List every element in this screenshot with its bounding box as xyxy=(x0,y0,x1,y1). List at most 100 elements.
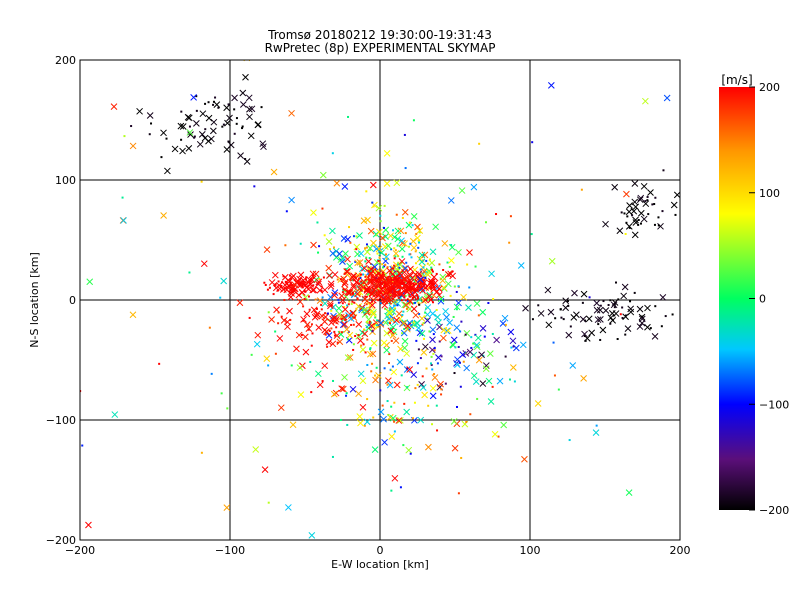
point-dot xyxy=(291,284,294,287)
point-dot xyxy=(221,125,224,128)
point-dot xyxy=(413,288,416,291)
point-dot xyxy=(616,338,619,341)
point-cross xyxy=(470,183,478,191)
point-dot xyxy=(567,304,570,307)
point-cross xyxy=(626,202,633,209)
point-dot xyxy=(332,379,335,382)
point-dot xyxy=(559,308,562,311)
point-dot xyxy=(633,291,636,294)
point-cross xyxy=(318,312,326,320)
point-dot xyxy=(391,365,394,368)
colorbar-tick-label: 100 xyxy=(759,187,780,200)
point-dot xyxy=(432,333,435,336)
point-cross xyxy=(339,321,347,329)
point-dot xyxy=(483,335,486,338)
point-cross xyxy=(346,354,354,361)
point-cross xyxy=(441,240,449,247)
colorbar-ticks: −200 −100 0 100 200 xyxy=(749,81,789,517)
point-cross xyxy=(310,306,318,314)
point-cross xyxy=(302,294,309,301)
point-dot xyxy=(464,333,467,336)
point-cross xyxy=(316,297,324,304)
point-cross xyxy=(220,277,228,285)
point-cross xyxy=(286,307,293,315)
point-cross xyxy=(545,321,553,329)
point-cross xyxy=(383,150,391,157)
point-dot xyxy=(436,429,439,432)
point-cross xyxy=(375,245,383,253)
point-dot xyxy=(366,398,369,401)
point-cross xyxy=(309,270,317,278)
point-dot xyxy=(431,423,434,426)
point-cross xyxy=(377,320,385,328)
point-dot xyxy=(337,298,340,301)
point-dot xyxy=(362,282,365,285)
point-cross xyxy=(420,349,428,356)
point-cross xyxy=(386,381,394,389)
point-cross xyxy=(375,204,383,212)
point-dot xyxy=(716,595,718,597)
point-cross xyxy=(534,400,542,407)
point-cross xyxy=(328,319,335,327)
point-cross xyxy=(435,291,443,299)
point-dot xyxy=(344,319,347,322)
point-cross xyxy=(401,268,408,276)
point-dot xyxy=(388,322,391,325)
point-dot xyxy=(381,263,384,266)
point-cross xyxy=(398,245,406,253)
point-cross xyxy=(381,301,389,309)
point-cross xyxy=(263,355,271,362)
point-cross xyxy=(387,327,395,335)
point-cross xyxy=(383,180,391,187)
point-cross xyxy=(491,430,499,438)
point-cross xyxy=(609,317,617,324)
point-dot xyxy=(470,336,473,339)
point-dot xyxy=(390,278,393,281)
point-cross xyxy=(86,278,94,286)
point-cross xyxy=(470,372,478,380)
point-cross xyxy=(418,381,425,388)
point-dot xyxy=(375,298,378,301)
point-cross xyxy=(383,346,391,354)
point-cross xyxy=(313,312,320,320)
point-cross xyxy=(377,319,385,327)
point-cross xyxy=(289,421,297,429)
point-dot xyxy=(566,300,569,303)
point-cross xyxy=(407,272,414,279)
point-cross xyxy=(398,258,406,265)
point-cross xyxy=(487,398,495,405)
point-cross xyxy=(367,227,375,235)
point-dot xyxy=(408,302,411,305)
point-dot xyxy=(378,261,381,264)
point-dot xyxy=(352,348,355,351)
point-cross xyxy=(625,223,633,230)
point-dot xyxy=(653,203,656,206)
point-dot xyxy=(226,407,229,410)
point-dot xyxy=(250,353,253,356)
point-cross xyxy=(416,276,424,283)
point-dot xyxy=(537,304,540,307)
point-cross xyxy=(331,271,339,278)
point-dot xyxy=(378,256,381,259)
point-cross xyxy=(370,308,377,316)
point-dot xyxy=(435,308,438,311)
point-dot xyxy=(195,109,198,112)
point-cross xyxy=(570,314,578,321)
point-dot xyxy=(583,335,586,338)
point-dot xyxy=(457,285,460,288)
point-cross xyxy=(190,93,197,101)
point-cross xyxy=(291,281,299,288)
point-dot xyxy=(408,221,411,224)
point-cross xyxy=(357,370,365,378)
point-cross xyxy=(368,301,376,309)
point-dot xyxy=(390,405,393,408)
point-cross xyxy=(341,183,349,190)
colorbar-tick-label: −100 xyxy=(759,398,789,411)
point-cross xyxy=(393,179,401,187)
point-cross xyxy=(268,279,276,286)
point-cross xyxy=(420,297,427,304)
point-cross xyxy=(479,308,487,316)
point-cross xyxy=(473,343,481,351)
point-cross xyxy=(343,326,351,333)
point-dot xyxy=(372,416,375,419)
